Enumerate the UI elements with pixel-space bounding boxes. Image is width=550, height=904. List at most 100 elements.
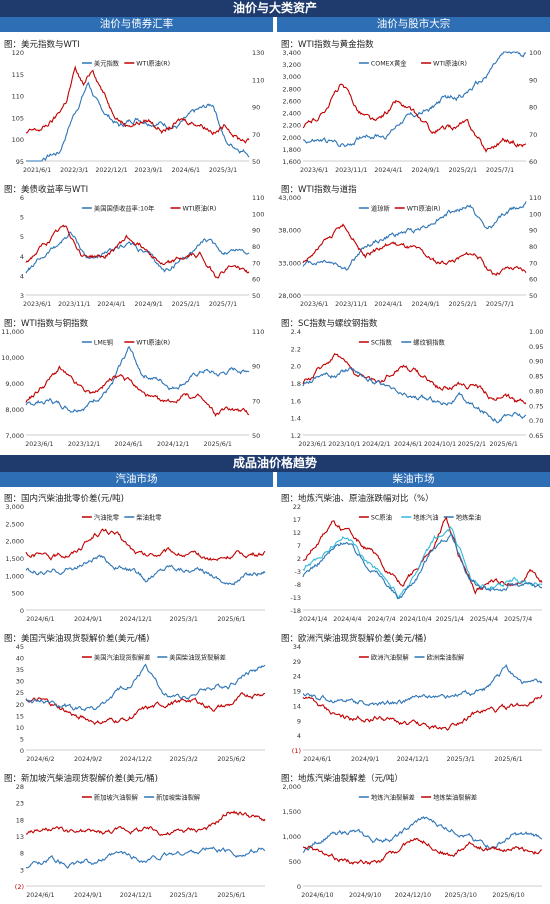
legend-label: 美国汽油现货裂解差 bbox=[94, 653, 151, 662]
chart-svg: 0 500 1,000 1,500 2,000 2024/6/10 2024/9/10 202… bbox=[282, 783, 543, 899]
y-tick-right: 50 bbox=[529, 292, 537, 300]
x-tick: 2024/6/1 bbox=[26, 616, 54, 623]
section-title-assets: 油价与大类资产 bbox=[0, 0, 550, 17]
y-tick-left: 3 bbox=[20, 866, 24, 874]
section-title-products: 成品油价格趋势 bbox=[0, 455, 550, 472]
y-tick-left: 4 bbox=[20, 253, 24, 261]
legend-label: 美国国债收益率:10年 bbox=[94, 204, 155, 213]
y-tick-left: 14 bbox=[293, 702, 301, 710]
series-line bbox=[302, 516, 543, 595]
x-tick: 2025/6/1 bbox=[204, 441, 232, 448]
y-tick-right: 0.90 bbox=[529, 358, 543, 366]
x-tick: 2025/7/1 bbox=[209, 301, 237, 308]
chart-svg: 3 4 4 5 5 6 50 60 70 80 90 100 110 2023/6/1 2023/11/1 2… bbox=[20, 194, 265, 308]
chart-panel-c11: 图：新加坡汽柴油现货裂解价差(美元/桶) (2) 3 8 13 18 23 28 2024/6/… bbox=[0, 770, 273, 904]
x-tick: 2024/9/10 bbox=[349, 892, 381, 899]
x-tick: 2024/6/1 bbox=[114, 441, 142, 448]
x-tick: 2023/11/1 bbox=[335, 301, 367, 308]
x-tick: 2024/6/2 bbox=[26, 756, 54, 763]
y-tick-right: 1.00 bbox=[529, 328, 543, 336]
series-line bbox=[302, 83, 527, 153]
x-tick: 2024/9/1 bbox=[412, 301, 440, 308]
x-tick: 2024/7/4 bbox=[367, 616, 395, 623]
y-tick-right: 70 bbox=[252, 131, 260, 139]
y-tick-left: 2,400 bbox=[282, 110, 301, 118]
chart-panel-c1: 图：美元指数与WTI 95 100 105 110 115 120 50 70 90 110 130 2… bbox=[0, 36, 273, 179]
y-tick-right: 0.65 bbox=[529, 432, 543, 440]
y-tick-left: 1,500 bbox=[5, 555, 24, 563]
x-tick: 2024/12/1 bbox=[120, 892, 152, 899]
x-tick: 2025/7/1 bbox=[486, 301, 514, 308]
y-tick-left: 1.8 bbox=[291, 380, 301, 388]
y-tick-right: 0.70 bbox=[529, 417, 543, 425]
y-tick-left: 24 bbox=[293, 673, 301, 681]
subheader-bonds-fx: 油价与债券汇率 bbox=[0, 17, 273, 32]
legend-label: 欧洲柴油裂解 bbox=[427, 653, 465, 662]
x-tick: 2025/7/1 bbox=[486, 167, 514, 174]
y-tick-left: 1.2 bbox=[291, 432, 301, 440]
x-tick: 2024/12/2 bbox=[120, 756, 152, 763]
y-tick-left: 34 bbox=[293, 643, 301, 651]
series-line bbox=[302, 201, 527, 271]
chart-svg: 28,000 33,000 38,000 43,000 50 60 70 80 90 100 110… bbox=[278, 194, 541, 308]
y-tick-right: 70 bbox=[529, 131, 537, 139]
chart-svg: 95 100 105 110 115 120 50 70 90 110 130 2021/6/1 202… bbox=[12, 49, 265, 174]
chart-title: 图：美元指数与WTI bbox=[4, 40, 80, 50]
y-tick-right: 70 bbox=[252, 397, 260, 405]
y-tick-right: 60 bbox=[252, 276, 260, 284]
y-tick-left: 2,000 bbox=[5, 538, 24, 546]
y-tick-left: 2.4 bbox=[291, 328, 301, 336]
series-line bbox=[302, 352, 527, 405]
y-tick-left: 45 bbox=[16, 643, 24, 651]
legend-label: 螺纹钢指数 bbox=[413, 338, 445, 347]
y-tick-left: 17 bbox=[293, 516, 301, 524]
y-tick-right: 70 bbox=[529, 259, 537, 267]
x-tick: 2025/3/2 bbox=[170, 756, 198, 763]
series-line bbox=[302, 815, 543, 854]
x-tick: 2024/4/1 bbox=[374, 167, 402, 174]
chart-svg: 0 500 1,000 1,500 2,000 2,500 3,000 2024/6/1 202… bbox=[5, 503, 266, 623]
x-tick: 2024/2/1 bbox=[362, 441, 390, 448]
y-tick-left: 8,000 bbox=[5, 406, 24, 414]
y-tick-left: 8 bbox=[20, 850, 24, 858]
y-tick-left: 25 bbox=[16, 689, 24, 697]
legend-label: WTI原油(R) bbox=[407, 204, 441, 213]
legend-label: 地炼柴油裂解差 bbox=[433, 793, 477, 802]
y-tick-left: 3,000 bbox=[5, 503, 24, 511]
legend-label: 欧洲汽油裂解 bbox=[371, 653, 409, 662]
x-tick: 2024/4/4 bbox=[333, 616, 361, 623]
series-line bbox=[25, 810, 266, 836]
y-tick-right: 110 bbox=[252, 328, 264, 336]
y-tick-right: 50 bbox=[252, 158, 260, 166]
x-tick: 2023/6/1 bbox=[25, 441, 53, 448]
y-tick-right: 100 bbox=[529, 49, 541, 57]
y-tick-left: 0 bbox=[297, 883, 301, 891]
x-tick: 2025/2/1 bbox=[449, 167, 477, 174]
series-line bbox=[302, 51, 527, 148]
series-line bbox=[302, 223, 527, 276]
series-line bbox=[25, 691, 266, 726]
legend-label: WTI原油(R) bbox=[433, 59, 467, 68]
y-tick-right: 80 bbox=[529, 104, 537, 112]
chart-title: 图：地炼汽柴油、原油涨跌幅对比（%） bbox=[281, 494, 434, 504]
y-tick-left: 2,800 bbox=[282, 85, 301, 93]
y-tick-left: 43,000 bbox=[278, 194, 301, 202]
series-line bbox=[25, 231, 250, 274]
y-tick-left: 12 bbox=[293, 529, 301, 537]
series-line bbox=[25, 846, 266, 869]
chart-panel-c9: 图：美国汽柴油现货裂解价差(美元/桶) 0 5 10 15 20 25 30 35 40 45 202… bbox=[0, 630, 273, 768]
x-tick: 2025/1/4 bbox=[436, 616, 464, 623]
legend-label: 新加坡柴油裂解 bbox=[156, 793, 201, 802]
y-tick-right: 70 bbox=[252, 259, 260, 267]
chart-panel-c8: 图：地炼汽柴油、原油涨跌幅对比（%） -18 -13 -8 -3 2 7 12 17 22 2024… bbox=[277, 490, 550, 628]
y-tick-left: 7 bbox=[297, 542, 301, 550]
y-tick-left: 2,500 bbox=[5, 520, 24, 528]
y-tick-left: 1,000 bbox=[5, 572, 24, 580]
chart-panel-c10: 图：欧洲汽柴油现货裂解价差(美元/桶) (1) 4 9 14 19 24 29 34 2024/6… bbox=[277, 630, 550, 768]
y-tick-left: 23 bbox=[16, 800, 24, 808]
series-line bbox=[25, 345, 250, 413]
y-tick-right: 110 bbox=[252, 76, 264, 84]
series-line bbox=[302, 837, 543, 866]
y-tick-right: 90 bbox=[529, 227, 537, 235]
series-line bbox=[26, 65, 250, 144]
